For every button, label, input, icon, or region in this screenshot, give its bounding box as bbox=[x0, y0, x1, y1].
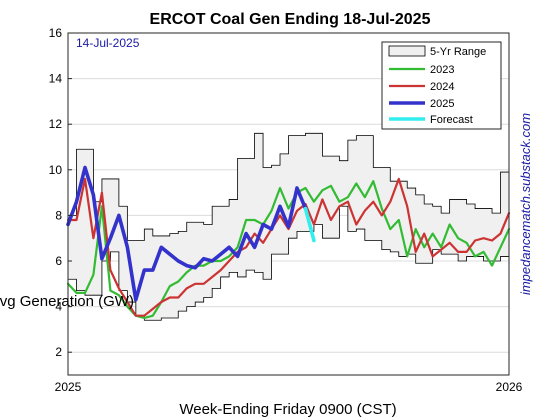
y-axis-label: Avg Generation (GW) bbox=[0, 293, 134, 310]
legend-label-forecast: Forecast bbox=[430, 114, 473, 126]
legend-label-2023: 2023 bbox=[430, 64, 454, 76]
series-line-2024 bbox=[66, 177, 511, 317]
watermark-text: impedancematch.substack.com bbox=[518, 113, 533, 295]
series-line-2023 bbox=[66, 180, 511, 320]
legend-label-2024: 2024 bbox=[430, 81, 454, 93]
y-tick-label: 2 bbox=[55, 345, 62, 359]
y-tick-label: 16 bbox=[49, 26, 63, 40]
series-lines bbox=[66, 165, 511, 320]
x-ticks: 2025 2026 bbox=[55, 371, 523, 394]
date-label: 14-Jul-2025 bbox=[76, 36, 140, 50]
legend-swatch-range bbox=[388, 45, 426, 57]
y-tick-label: 10 bbox=[49, 163, 63, 177]
legend: 5-Yr Range 2023 2024 2025 Forecast bbox=[381, 41, 502, 130]
y-tick-label: 6 bbox=[55, 254, 62, 268]
series-line-forecast bbox=[303, 206, 316, 243]
chart-title: ERCOT Coal Gen Ending 18-Jul-2025 bbox=[150, 11, 431, 28]
legend-label-2025: 2025 bbox=[430, 98, 454, 110]
plot-frame bbox=[67, 32, 510, 376]
y-tick-label: 8 bbox=[55, 208, 62, 222]
y-tick-label: 12 bbox=[49, 117, 63, 131]
y-ticks: 2 4 6 8 10 12 14 16 bbox=[49, 26, 72, 359]
legend-label-range: 5-Yr Range bbox=[430, 46, 486, 58]
x-tick-label: 2026 bbox=[496, 380, 523, 394]
series-line-2025 bbox=[66, 165, 308, 302]
y-tick-label: 4 bbox=[55, 300, 62, 314]
y-tick-label: 14 bbox=[49, 72, 63, 86]
x-axis-label: Week-Ending Friday 0900 (CST) bbox=[179, 401, 396, 418]
x-tick-label: 2025 bbox=[55, 380, 82, 394]
range-max-line bbox=[68, 132, 509, 241]
